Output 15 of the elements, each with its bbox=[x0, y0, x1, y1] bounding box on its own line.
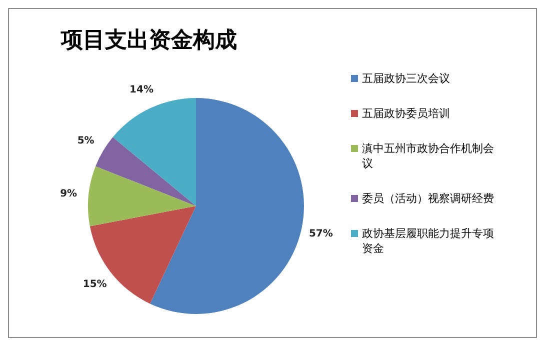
legend-label: 滇中五州市政协合作机制会议 bbox=[362, 140, 495, 172]
data-label: 14% bbox=[130, 84, 154, 96]
pie-slice bbox=[112, 98, 196, 206]
data-label: 57% bbox=[308, 228, 333, 240]
chart-title: 项目支出资金构成 bbox=[61, 26, 237, 55]
legend-label: 政协基层履职能力提升专项资金 bbox=[362, 226, 495, 256]
pie-slice bbox=[88, 166, 196, 226]
legend-label: 委员（活动）视察调研经费 bbox=[362, 190, 495, 206]
data-label: 15% bbox=[82, 278, 107, 290]
legend-label: 五届政协三次会议 bbox=[362, 70, 451, 86]
pie-slice bbox=[96, 137, 196, 206]
data-label: 5% bbox=[77, 135, 94, 146]
pie-slice bbox=[150, 98, 304, 314]
data-label: 9% bbox=[60, 188, 78, 200]
legend-label: 五届政协委员培训 bbox=[362, 106, 451, 122]
